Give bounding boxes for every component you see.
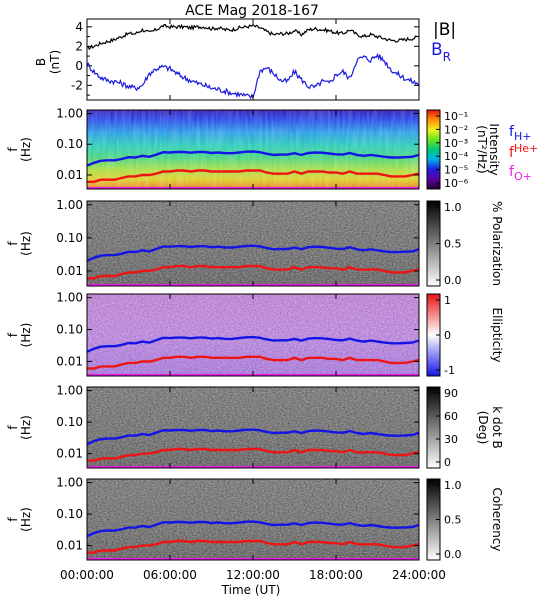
colorbar-label: k dot B: [490, 406, 504, 448]
y-tick-label: 0.10: [56, 137, 83, 151]
legend-b-r: BR: [431, 40, 451, 64]
legend-f-he: fHe+: [509, 142, 538, 161]
colorbar: [426, 109, 441, 190]
x-tick-label: 00:00:00: [60, 568, 114, 582]
chart-title: ACE Mag 2018-167: [185, 3, 319, 19]
y-tick-label: 0.10: [56, 231, 83, 245]
y-tick-label: 0.01: [56, 168, 83, 182]
y-tick-label: 1.00: [56, 384, 83, 398]
colorbar-tick-label: 10⁻¹: [444, 110, 468, 123]
colorbar-label: Coherency: [490, 487, 504, 551]
colorbar-tick-label: 10⁻⁶: [444, 177, 469, 190]
colorbar-tick-label: 10⁻³: [444, 137, 468, 150]
y-axis-unit: (Hz): [19, 507, 33, 532]
colorbar-label: Intensity: [487, 123, 501, 175]
legend-f-h: fH+: [509, 124, 531, 143]
y-axis-unit: (Hz): [19, 323, 33, 348]
colorbar-tick-label: 0.5: [444, 514, 462, 527]
y-tick-label: 1.00: [56, 291, 83, 305]
x-tick-label: 12:00:00: [226, 568, 280, 582]
colorbar-tick-label: 0: [444, 329, 451, 342]
legend-b-total: |B|: [433, 20, 456, 40]
colorbar-tick-label: 0.0: [444, 274, 462, 287]
f-he-plus-line: [87, 355, 420, 370]
colorbar-unit: (nT²/Hz): [475, 125, 489, 173]
f-h-plus-line: [86, 150, 420, 167]
panel-magnetic-field: 4 2 0 -2 B (nT): [34, 18, 420, 101]
f-he-plus-line: [87, 169, 420, 183]
panel-intensity: 1.00 0.10 0.01 f (Hz) 10⁻¹10⁻²10⁻³10⁻⁴10⁻⁵10⁻…: [6, 107, 501, 190]
y-tick-label: 0.01: [56, 539, 83, 553]
y-tick-label: 0.01: [56, 354, 83, 368]
x-tick-label: 18:00:00: [309, 568, 363, 582]
colorbar-label: Ellipticity: [490, 308, 504, 363]
colorbar-tick-label: 10⁻⁵: [444, 164, 468, 177]
f-he-plus-line: [87, 539, 420, 554]
y-axis-unit: (Hz): [19, 415, 33, 440]
colorbar-tick-label: 60: [444, 410, 458, 423]
f-h-plus-line: [86, 244, 420, 263]
y-axis-unit: (nT): [48, 50, 62, 74]
colorbar-label: % Polarization: [490, 201, 504, 286]
y-tick-label: 1.00: [56, 107, 83, 121]
colorbar-tick-label: 10⁻⁴: [444, 150, 469, 163]
y-axis-unit: (Hz): [19, 231, 33, 256]
f-h-plus-line: [86, 520, 420, 538]
y-axis-label: f: [6, 332, 20, 337]
colorbar-tick-label: -1: [444, 364, 455, 377]
panel-wave-normal-angle: 1.00 0.10 0.01 f (Hz) 90 60 30 0 k dot B(Deg): [6, 384, 504, 469]
y-axis-label: f: [6, 147, 20, 152]
x-tick-label: 06:00:00: [143, 568, 197, 582]
colorbar-tick-label: 1: [444, 294, 451, 307]
y-tick-label: 0.10: [56, 415, 83, 429]
y-tick-label: 0.10: [56, 323, 83, 337]
y-axis-label: f: [6, 425, 20, 430]
y-tick-label: 2: [75, 39, 83, 53]
legend-f-o: fO+: [509, 164, 532, 183]
x-tick-label: 24:00:00: [392, 568, 446, 582]
f-he-plus-line: [87, 264, 420, 280]
y-tick-label: 4: [75, 20, 83, 34]
y-tick-label: 0.01: [56, 264, 83, 278]
colorbar-tick-label: 10⁻²: [444, 123, 468, 136]
y-axis-unit: (Hz): [19, 137, 33, 162]
y-axis-label: B: [34, 58, 48, 66]
f-he-plus-line: [87, 447, 420, 462]
y-tick-label: 1.00: [56, 476, 83, 490]
colorbar-tick-label: 1.0: [444, 201, 462, 214]
series-b-total-line: [86, 23, 420, 51]
colorbar-tick-label: 0: [444, 456, 451, 469]
colorbar-tick-label: 0.5: [444, 238, 462, 251]
x-axis: 00:00:00 06:00:00 12:00:00 18:00:00 24:00:00: [60, 568, 446, 582]
colorbar-tick-label: 0.0: [444, 548, 462, 561]
colorbar-tick-label: 90: [444, 387, 458, 400]
x-axis-label: Time (UT): [221, 583, 281, 597]
y-tick-label: 0.10: [56, 507, 83, 521]
f-h-plus-line: [86, 335, 420, 353]
panel-polarization: 1.00 0.10 0.01 f (Hz) 1.0 0.5 0.0 % Polarization: [6, 198, 504, 287]
colorbar-tick-label: 1.0: [444, 479, 462, 492]
panel-coherency: 1.00 0.10 0.01 f (Hz) 1.0 0.5 0.0 Coherency: [6, 476, 504, 561]
y-tick-label: 0: [75, 59, 83, 73]
f-h-plus-line: [86, 428, 420, 446]
y-tick-label: -2: [71, 78, 83, 92]
colorbar-tick-label: 30: [444, 433, 458, 446]
y-axis-label: f: [6, 241, 20, 246]
panel-magnetic-field-x-ticks: [86, 19, 420, 100]
colorbar-unit: (Deg): [476, 411, 490, 445]
y-axis-label: f: [6, 517, 20, 522]
y-tick-label: 1.00: [56, 198, 83, 212]
panel-ellipticity: 1.00 0.10 0.01 f (Hz) 1 0 -1 Ellipticity: [6, 291, 504, 377]
plot-area: [87, 19, 419, 100]
y-tick-label: 0.01: [56, 447, 83, 461]
colorbar: [426, 386, 441, 469]
